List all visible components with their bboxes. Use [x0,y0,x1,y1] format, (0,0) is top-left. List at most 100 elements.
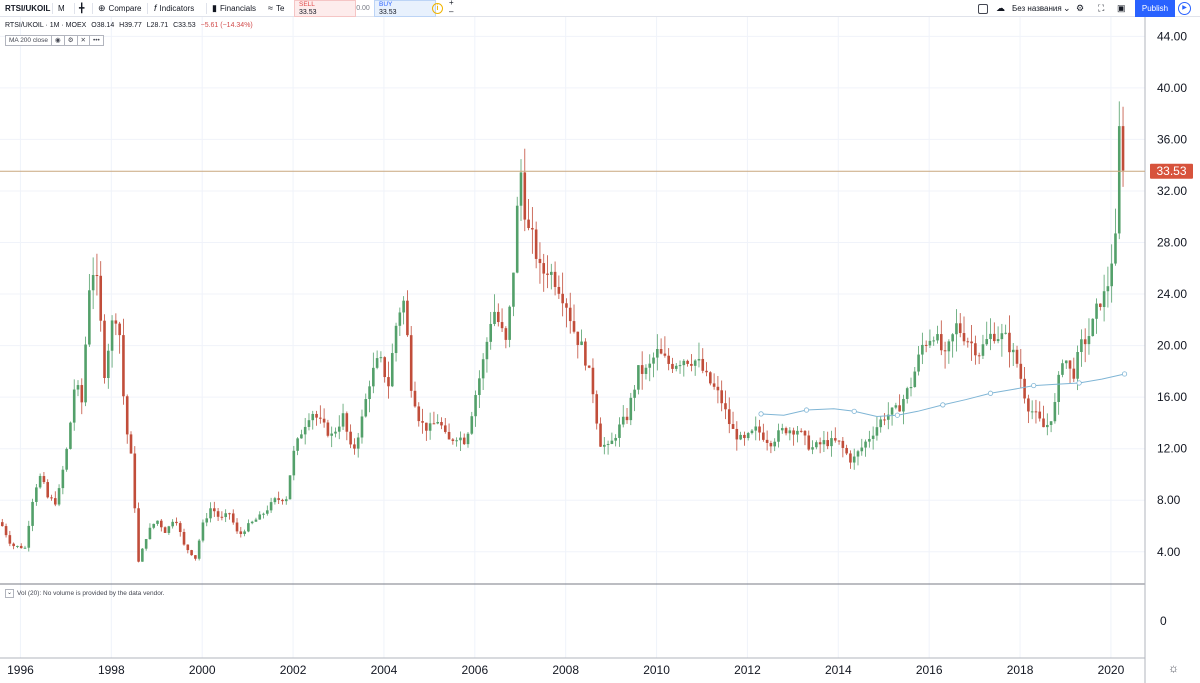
candle-body [1091,318,1095,337]
candle-body [99,275,103,321]
candle-body [254,519,258,522]
candle-body [898,405,901,412]
gear-icon[interactable]: ☼ [1168,661,1179,675]
compare-button[interactable]: ⊕ Compare [98,0,141,17]
candle-body [459,437,462,441]
templates-button[interactable]: ≈ Te [268,0,284,17]
candle-body [587,365,591,368]
candle-body [720,390,723,404]
interval-button[interactable]: M [58,4,65,13]
candle-body [924,344,928,346]
financials-button[interactable]: ▮ Financials [212,0,256,17]
close-icon[interactable]: ✕ [76,35,90,46]
candle-body [141,548,144,562]
candle-body [1121,126,1125,171]
candle-body [23,547,27,549]
candle-body [519,172,523,206]
candle-body [1064,360,1068,364]
candle-body [697,358,701,361]
indicators-button[interactable]: f Indicators [154,0,194,17]
symbol-search-button[interactable]: RTSI/UKOIL [5,4,51,13]
last-price-label: 33.53 [1156,164,1186,178]
candle-body [849,453,852,463]
candle-body [784,428,788,434]
candle-body [716,386,720,391]
candle-body [345,413,349,432]
settings-icon[interactable]: ⚙ [63,35,78,46]
candle-body [76,385,80,390]
candle-body [493,311,496,324]
candle-body [144,539,148,549]
candle-body [534,229,538,259]
layout-name-button[interactable]: Без названия [1012,4,1062,13]
publish-button[interactable]: Publish [1135,0,1175,17]
play-icon[interactable]: ▶ [1178,2,1191,15]
candle-body [572,321,576,332]
candle-body [663,353,667,356]
time-tick-label: 2008 [552,663,579,677]
candle-body [1087,336,1091,345]
time-axis[interactable]: 1996 1998 2000 2002 2004 2006 2008 2010 2012 2014… [7,663,1124,677]
candle-body [1117,126,1121,234]
sell-button[interactable]: SELL 33.53 [294,0,356,17]
time-tick-label: 2010 [643,663,670,677]
candle-body [133,453,137,509]
candle-body [209,508,212,519]
candle-body [1102,291,1106,307]
more-icon[interactable]: ••• [88,35,104,46]
fullscreen-icon[interactable]: ⛶ [1098,3,1105,13]
grid-lines [0,17,1145,658]
candle-body [883,419,886,421]
legend-title: RTSI/UKOIL · 1M · MOEX [5,22,87,29]
candle-body [1080,339,1083,353]
camera-icon[interactable]: ▣ [1117,3,1126,13]
select-checkbox[interactable] [978,4,988,14]
minus-icon[interactable]: – [449,7,454,16]
chevron-down-icon[interactable]: ⌄ [1063,3,1071,13]
eye-icon[interactable]: ◉ [51,35,65,46]
ma-point [894,412,900,418]
chart-style-icon[interactable]: ╋ [79,3,85,13]
candle-body [496,311,500,323]
candle-body [504,328,508,340]
candle-body [1061,363,1064,375]
ma-legend[interactable]: MA 200 close ◉ ⚙ ✕ ••• [5,35,104,46]
candle-body [970,341,973,344]
candle-body [523,172,527,220]
candle-body [1099,303,1102,307]
candle-body [943,350,947,352]
candle-body [284,499,288,502]
candle-body [890,407,894,415]
candle-body [379,357,383,359]
candle-body [315,413,318,418]
candle-body [258,514,262,520]
candle-body [353,444,356,449]
candle-body [462,437,466,445]
candle-body [1027,398,1030,412]
last-price-rect [1150,163,1193,179]
candle-body [432,423,436,425]
gear-icon[interactable]: ⚙ [1076,3,1085,13]
candles [0,101,1125,563]
price-axis[interactable]: 4.00 8.00 12.00 16.00 20.00 24.00 28.00 32.00 36… [1157,29,1187,558]
candle-body [678,365,682,367]
candle-body [951,334,954,342]
candle-body [773,441,776,447]
chevron-down-icon[interactable]: ⌄ [5,589,14,598]
candle-body [833,438,837,441]
plus-icon[interactable]: + [449,0,454,7]
candle-body [743,434,746,439]
candle-body [213,508,216,512]
cloud-icon[interactable]: ☁ [996,3,1005,13]
volume-legend[interactable]: ⌄ Vol (20): No volume is provided by the… [5,589,164,599]
info-icon[interactable]: i [432,3,443,14]
ma-point [1076,380,1082,386]
candle-body [95,275,99,277]
candle-body [489,323,493,342]
symbol-legend: RTSI/UKOIL · 1M · MOEX O38.14 H39.77 L28… [5,22,256,29]
candle-body [406,300,409,336]
candle-body [671,363,674,369]
candle-body [955,323,958,335]
ma-point [803,407,810,413]
